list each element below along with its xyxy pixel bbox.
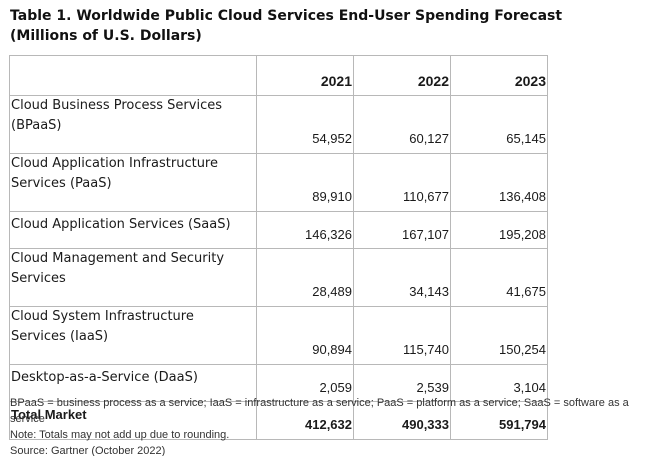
- cell-2022: 115,740: [353, 306, 451, 365]
- cell-2021: 90,894: [256, 306, 354, 365]
- row-label: Cloud Business Process Services (BPaaS): [9, 95, 257, 154]
- cell-2023: 195,208: [450, 211, 548, 249]
- row-label: Cloud Application Infrastructure Services…: [9, 153, 257, 212]
- total-2023: 591,794: [450, 401, 548, 440]
- table-title: Table 1. Worldwide Public Cloud Services…: [10, 8, 563, 44]
- cell-2021: 146,326: [256, 211, 354, 249]
- table-header-row: 2021 2022 2023: [9, 55, 548, 96]
- row-label: Cloud System Infrastructure Services (Iaa…: [9, 306, 257, 365]
- cell-2022: 34,143: [353, 248, 451, 307]
- table-row: Desktop-as-a-Service (DaaS) 2,059 2,539 …: [9, 364, 548, 402]
- cell-2021: 89,910: [256, 153, 354, 212]
- cell-2023: 65,145: [450, 95, 548, 154]
- cell-2021: 28,489: [256, 248, 354, 307]
- column-header-2022: 2022: [353, 55, 451, 96]
- header-corner-cell: [9, 55, 257, 96]
- table-row: Cloud Application Services (SaaS) 146,32…: [9, 211, 548, 249]
- rounding-note: Note: Totals may not add up due to round…: [10, 429, 230, 441]
- total-2022: 490,333: [353, 401, 451, 440]
- cell-2023: 41,675: [450, 248, 548, 307]
- table-row: Cloud Management and Security Services 28…: [9, 248, 548, 307]
- cell-2023: 150,254: [450, 306, 548, 365]
- table-row: Cloud Application Infrastructure Services…: [9, 153, 548, 212]
- source-note: Source: Gartner (October 2022): [10, 445, 166, 456]
- row-label: Cloud Management and Security Services: [9, 248, 257, 307]
- column-header-2023: 2023: [450, 55, 548, 96]
- row-label: Cloud Application Services (SaaS): [9, 211, 257, 249]
- cell-2021: 54,952: [256, 95, 354, 154]
- cell-2023: 136,408: [450, 153, 548, 212]
- cell-2022: 110,677: [353, 153, 451, 212]
- column-header-2021: 2021: [256, 55, 354, 96]
- cell-2021: 2,059: [256, 364, 354, 402]
- row-label: Desktop-as-a-Service (DaaS): [9, 364, 257, 402]
- cell-2022: 60,127: [353, 95, 451, 154]
- total-row: Total Market 412,632 490,333 591,794: [9, 401, 548, 440]
- cell-2022: 167,107: [353, 211, 451, 249]
- table-row: Cloud Business Process Services (BPaaS) 5…: [9, 95, 548, 154]
- table-row: Cloud System Infrastructure Services (Iaa…: [9, 306, 548, 365]
- spending-forecast-table: 2021 2022 2023 Cloud Business Process Se…: [9, 55, 548, 440]
- abbreviations-note: BPaaS = business process as a service; I…: [10, 397, 629, 425]
- cell-2023: 3,104: [450, 364, 548, 402]
- table-footnotes: BPaaS = business process as a service; I…: [10, 395, 646, 456]
